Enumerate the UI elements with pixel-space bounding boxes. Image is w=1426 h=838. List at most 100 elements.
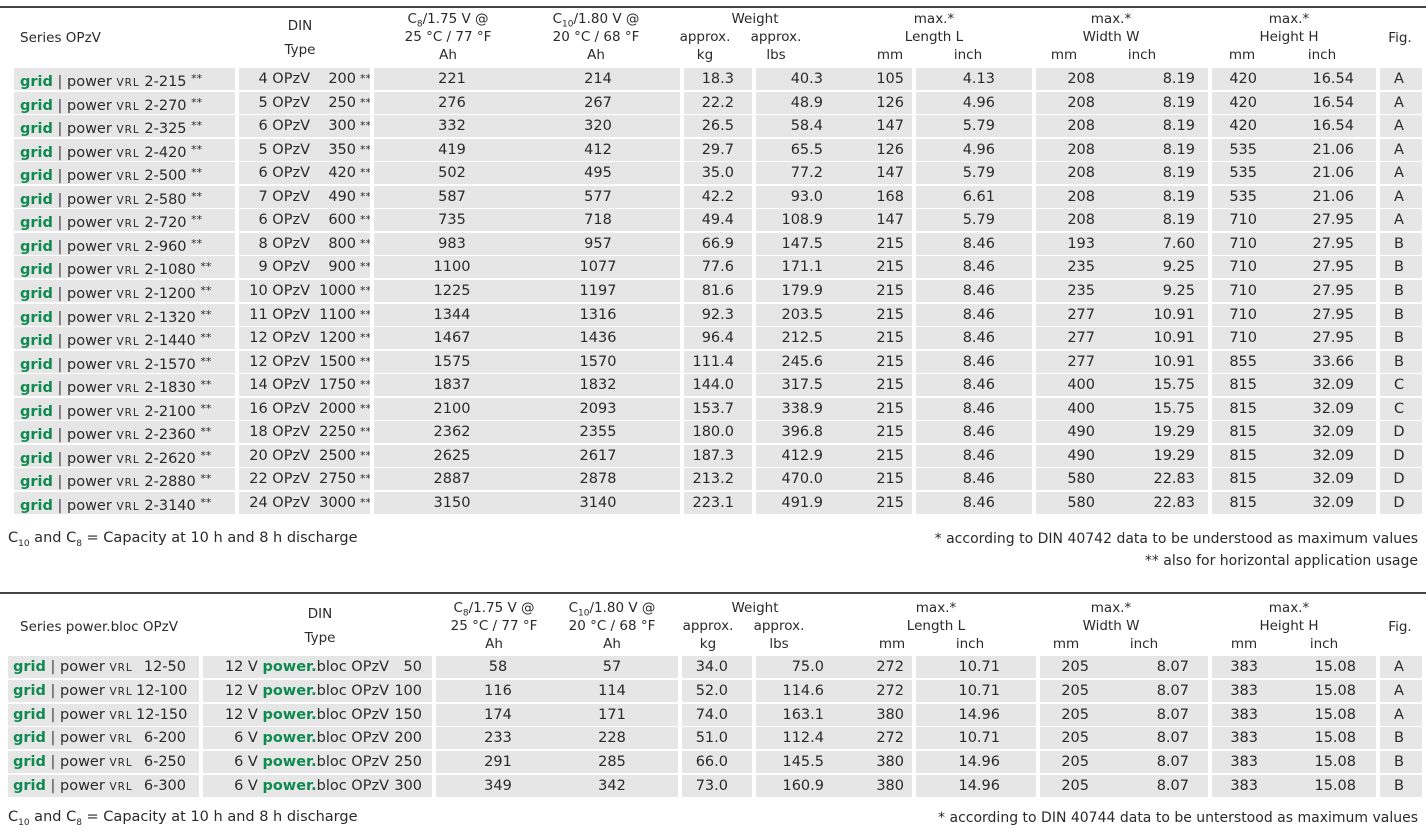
length-mm: 147 xyxy=(876,212,904,229)
column-separator xyxy=(680,256,684,279)
product-name: grid | power VRL 2-2880 ** xyxy=(20,468,211,490)
width-mm: 205 xyxy=(1061,706,1089,723)
din-value: 1500 xyxy=(319,353,356,370)
column-separator xyxy=(1036,727,1040,750)
height-inch: 27.95 xyxy=(1312,306,1354,323)
column-separator xyxy=(432,703,436,726)
height-max: max.* xyxy=(1268,11,1310,27)
stars-mark: ** xyxy=(360,236,371,250)
weight-lbs: 338.9 xyxy=(781,400,823,417)
height-inch: 27.95 xyxy=(1312,212,1354,229)
height-mm: 710 xyxy=(1229,259,1257,276)
c10-value: 957 xyxy=(584,235,612,252)
column-separator xyxy=(1208,232,1212,255)
length-mm: 215 xyxy=(876,424,904,441)
c8-value: 587 xyxy=(438,188,466,205)
product-name: grid | power VRL xyxy=(13,704,133,726)
column-separator xyxy=(235,279,239,302)
weight-kg: 26.5 xyxy=(701,118,734,135)
length-mm: mm xyxy=(878,636,906,652)
table-row: grid | power VRL 12-150 12 V power.bloc OP… xyxy=(8,703,1422,726)
column-separator xyxy=(678,656,682,678)
length-inch: 8.46 xyxy=(962,330,995,347)
figure-ref: B xyxy=(1394,259,1404,276)
length-inch: inch xyxy=(953,47,983,63)
height-inch: 32.09 xyxy=(1312,447,1354,464)
column-separator xyxy=(235,397,239,420)
figure-ref: A xyxy=(1394,188,1404,205)
column-separator xyxy=(370,350,374,373)
din-value: 1200 xyxy=(319,330,356,347)
table-row: grid | power VRL 2-270 ** 5 OPzV 250 ** 276 2… xyxy=(14,91,1422,114)
column-separator xyxy=(235,256,239,279)
c8-value: 349 xyxy=(484,778,512,794)
column-separator xyxy=(1208,751,1212,774)
column-separator xyxy=(370,185,374,208)
din-footnote: * according to DIN 40742 data to be unde… xyxy=(934,531,1418,547)
height-mm: 383 xyxy=(1230,730,1258,747)
c8-value: 233 xyxy=(484,730,512,747)
width-mm: 208 xyxy=(1067,141,1095,158)
column-separator xyxy=(235,491,239,514)
column-separator xyxy=(370,327,374,350)
weight-header: Weight xyxy=(731,600,779,616)
divider: | xyxy=(57,97,63,114)
column-separator xyxy=(370,209,374,232)
column-separator xyxy=(1376,374,1380,397)
vrl-label: VRL xyxy=(116,194,140,207)
column-separator xyxy=(678,703,682,726)
c10-value: 495 xyxy=(584,165,612,182)
din-type: 12 V power.bloc OPzV xyxy=(204,704,389,726)
height-inch: 16.54 xyxy=(1312,118,1354,135)
stars-mark: ** xyxy=(360,495,371,509)
power-label: power xyxy=(67,427,112,444)
c8-unit: Ah xyxy=(485,636,503,652)
length-mm: 215 xyxy=(876,259,904,276)
din-value: 300 xyxy=(328,118,356,135)
power-label: power xyxy=(67,497,112,514)
figure-ref: B xyxy=(1394,778,1404,794)
din-value: 200 xyxy=(394,730,422,747)
height-mm: 383 xyxy=(1230,778,1258,794)
length-mm: 272 xyxy=(876,682,904,699)
weight-kg: 153.7 xyxy=(692,400,734,417)
grid-label: grid xyxy=(13,730,46,747)
weight-kg: 223.1 xyxy=(692,494,734,511)
length-inch: 14.96 xyxy=(958,754,1000,771)
column-separator xyxy=(912,751,916,774)
length-mm: 215 xyxy=(876,330,904,347)
height-inch: 32.09 xyxy=(1312,377,1354,394)
power-label: power xyxy=(67,168,112,185)
column-separator xyxy=(1376,727,1380,750)
width-header: Width W xyxy=(1082,618,1140,634)
c10-value: 114 xyxy=(598,682,626,699)
din-value: 150 xyxy=(394,706,422,723)
column-separator xyxy=(680,491,684,514)
width-mm: 400 xyxy=(1067,400,1095,417)
column-separator xyxy=(912,468,916,491)
length-inch: 4.96 xyxy=(962,94,995,111)
c8-header: C8/1.75 V @ xyxy=(453,600,535,619)
column-separator xyxy=(1376,491,1380,514)
figure-ref: B xyxy=(1394,282,1404,299)
stars-mark: ** xyxy=(360,166,371,180)
divider: | xyxy=(57,191,63,208)
grid-label: grid xyxy=(13,778,46,794)
table-row: grid | power VRL 2-325 ** 6 OPzV 300 ** 332 3… xyxy=(14,115,1422,138)
din-stars: ** xyxy=(360,351,371,373)
column-separator xyxy=(680,397,684,420)
height-inch: 27.95 xyxy=(1312,282,1354,299)
divider: | xyxy=(57,74,63,90)
product-name: grid | power VRL 2-580 ** xyxy=(20,186,202,208)
grid-label: grid xyxy=(20,285,53,302)
stars-mark: ** xyxy=(200,260,212,274)
column-separator xyxy=(912,185,916,208)
power-label: power xyxy=(67,191,112,208)
length-inch: 8.46 xyxy=(962,424,995,441)
model-number: 6-300 xyxy=(143,778,186,794)
c10-value: 171 xyxy=(598,706,626,723)
figure-ref: C xyxy=(1393,400,1405,417)
column-separator xyxy=(235,68,239,90)
height-inch: 27.95 xyxy=(1312,259,1354,276)
column-separator xyxy=(912,444,916,467)
